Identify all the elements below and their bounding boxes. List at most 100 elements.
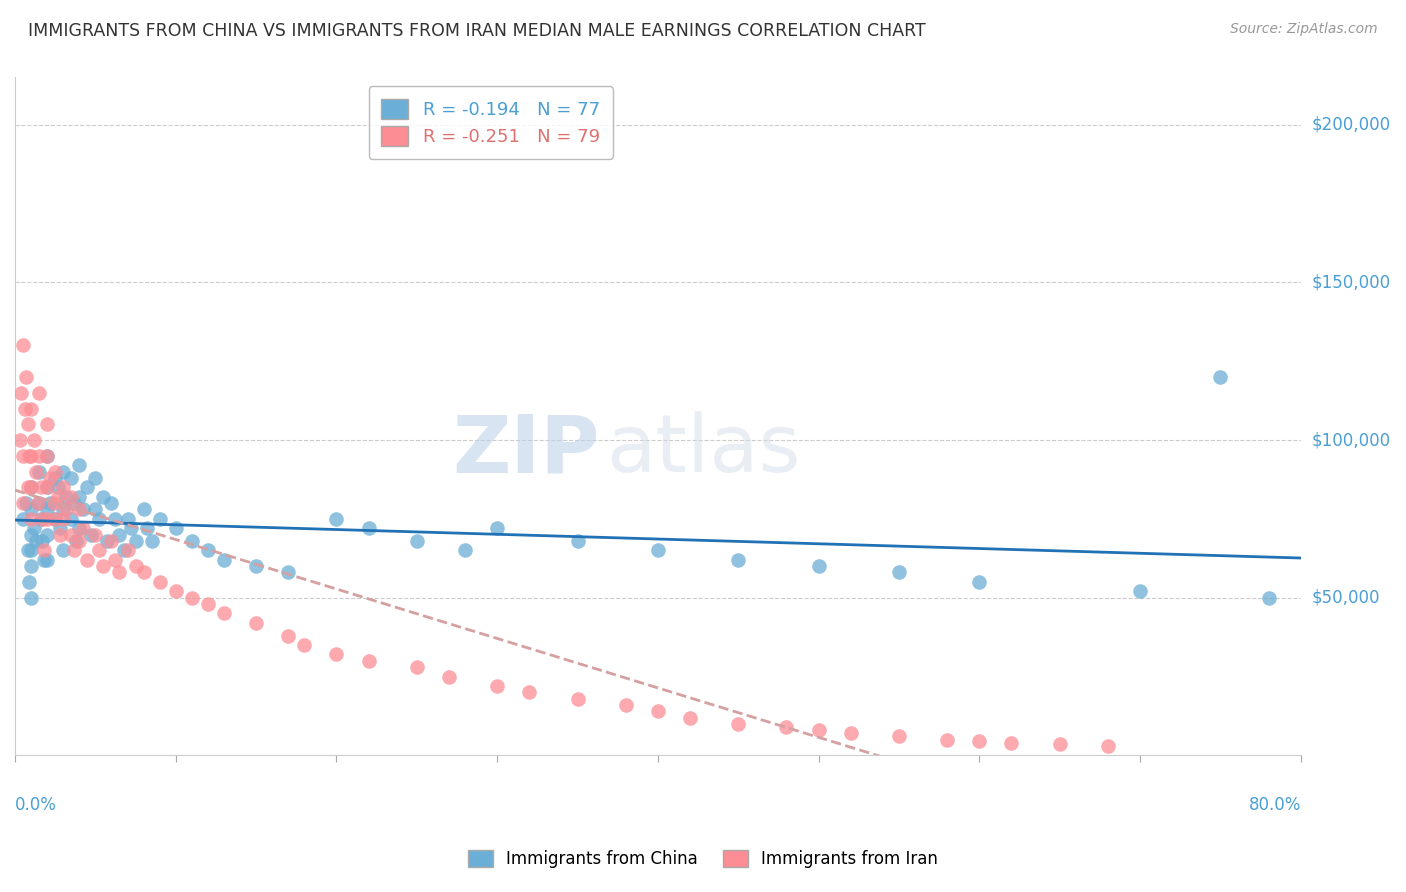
Point xyxy=(37,480,59,494)
Legend: Immigrants from China, Immigrants from Iran: Immigrants from China, Immigrants from I… xyxy=(461,843,945,875)
Point xyxy=(517,685,540,699)
Text: atlas: atlas xyxy=(606,411,801,490)
Legend: R = -0.194   N = 77, R = -0.251   N = 79: R = -0.194 N = 77, R = -0.251 N = 79 xyxy=(368,87,613,159)
Point xyxy=(52,543,75,558)
Point xyxy=(87,543,110,558)
Point xyxy=(37,527,59,541)
Point xyxy=(165,584,187,599)
Point xyxy=(37,512,59,526)
Point xyxy=(25,533,48,548)
Point xyxy=(647,704,669,718)
Point xyxy=(25,465,48,479)
Point xyxy=(20,559,42,574)
Point xyxy=(15,370,38,384)
Point xyxy=(55,490,77,504)
Point xyxy=(245,615,267,630)
Point xyxy=(37,480,59,494)
Point xyxy=(11,449,34,463)
Point xyxy=(28,465,51,479)
Point xyxy=(807,559,830,574)
Point xyxy=(727,553,749,567)
Point xyxy=(132,566,155,580)
Point xyxy=(165,521,187,535)
Text: $150,000: $150,000 xyxy=(1312,273,1391,292)
Point xyxy=(48,480,70,494)
Point xyxy=(28,385,51,400)
Point xyxy=(72,502,94,516)
Point xyxy=(14,401,37,416)
Point xyxy=(52,465,75,479)
Point xyxy=(60,512,83,526)
Point xyxy=(124,533,146,548)
Point xyxy=(49,521,72,535)
Point xyxy=(84,502,107,516)
Text: ZIP: ZIP xyxy=(453,411,600,490)
Point xyxy=(197,543,219,558)
Point xyxy=(31,512,53,526)
Point xyxy=(20,502,42,516)
Point xyxy=(8,433,31,447)
Point xyxy=(679,710,702,724)
Point xyxy=(405,533,427,548)
Point xyxy=(30,512,52,526)
Point xyxy=(87,512,110,526)
Point xyxy=(108,527,131,541)
Text: 80.0%: 80.0% xyxy=(1249,796,1301,814)
Point xyxy=(30,480,52,494)
Point xyxy=(18,449,41,463)
Point xyxy=(60,490,83,504)
Point xyxy=(141,533,163,548)
Point xyxy=(887,730,910,744)
Point xyxy=(132,502,155,516)
Point xyxy=(20,512,42,526)
Point xyxy=(20,401,42,416)
Point xyxy=(1000,736,1022,750)
Point xyxy=(37,449,59,463)
Point xyxy=(20,480,42,494)
Point xyxy=(44,512,66,526)
Point xyxy=(10,385,32,400)
Point xyxy=(20,480,42,494)
Point xyxy=(104,553,127,567)
Point xyxy=(17,417,39,432)
Point xyxy=(180,591,202,605)
Point xyxy=(245,559,267,574)
Point xyxy=(180,533,202,548)
Point xyxy=(614,698,637,712)
Point xyxy=(20,449,42,463)
Point xyxy=(52,502,75,516)
Text: 0.0%: 0.0% xyxy=(15,796,56,814)
Point xyxy=(17,543,39,558)
Point xyxy=(52,512,75,526)
Point xyxy=(72,521,94,535)
Point xyxy=(44,465,66,479)
Point xyxy=(22,521,45,535)
Point xyxy=(20,527,42,541)
Point xyxy=(67,521,90,535)
Point xyxy=(37,553,59,567)
Text: Source: ZipAtlas.com: Source: ZipAtlas.com xyxy=(1230,22,1378,37)
Point xyxy=(44,512,66,526)
Point xyxy=(27,496,49,510)
Point xyxy=(839,726,862,740)
Point xyxy=(76,480,98,494)
Point xyxy=(197,597,219,611)
Point xyxy=(149,574,172,589)
Point xyxy=(405,660,427,674)
Point xyxy=(325,512,347,526)
Point xyxy=(44,471,66,485)
Point xyxy=(28,496,51,510)
Point xyxy=(1097,739,1119,753)
Point xyxy=(20,543,42,558)
Point xyxy=(17,480,39,494)
Point xyxy=(486,679,509,693)
Point xyxy=(775,720,797,734)
Point xyxy=(212,553,235,567)
Point xyxy=(32,543,55,558)
Point xyxy=(277,566,299,580)
Point xyxy=(1129,584,1152,599)
Point xyxy=(84,527,107,541)
Point xyxy=(52,480,75,494)
Point xyxy=(124,559,146,574)
Point xyxy=(11,512,34,526)
